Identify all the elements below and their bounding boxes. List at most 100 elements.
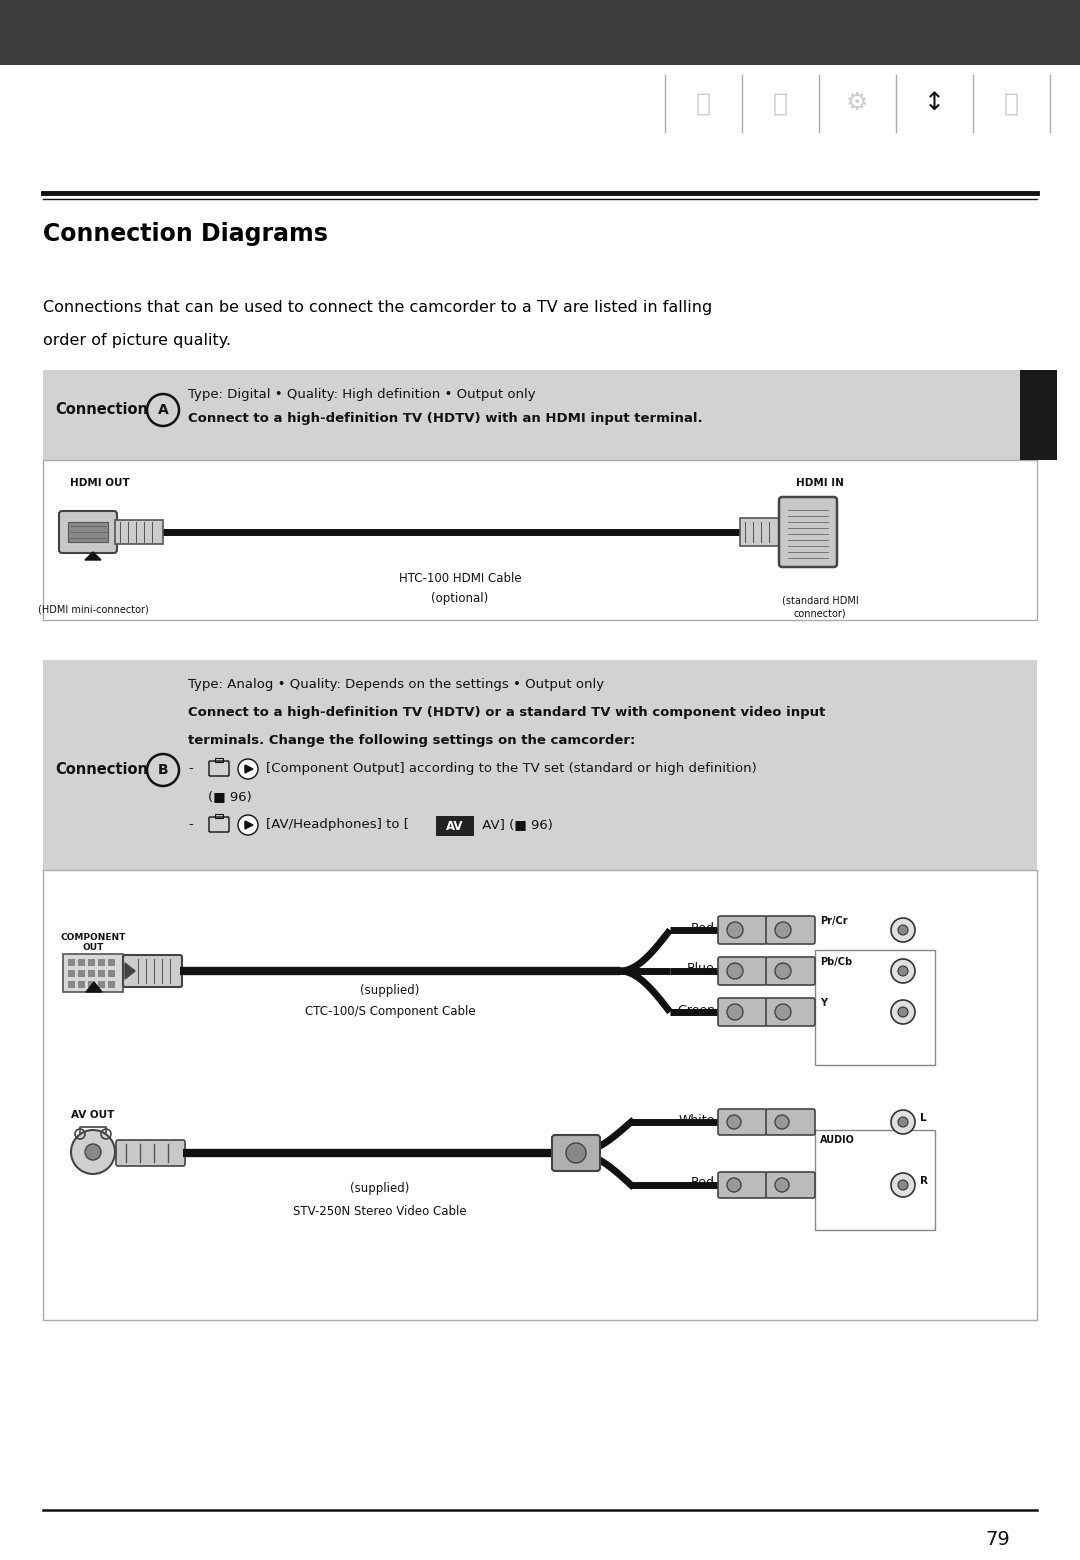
Circle shape — [897, 966, 908, 977]
Text: order of picture quality.: order of picture quality. — [43, 332, 231, 348]
Bar — [78, 981, 85, 987]
Bar — [87, 959, 95, 966]
Circle shape — [891, 959, 915, 983]
Bar — [1020, 370, 1057, 460]
Bar — [215, 814, 222, 817]
Text: AUDIO: AUDIO — [820, 1136, 855, 1145]
FancyBboxPatch shape — [779, 498, 837, 566]
Circle shape — [566, 1143, 586, 1164]
Text: AV: AV — [446, 819, 463, 833]
Bar — [78, 970, 85, 977]
Text: -: - — [188, 761, 192, 775]
Text: R: R — [920, 1176, 928, 1186]
Bar — [87, 970, 95, 977]
FancyBboxPatch shape — [766, 998, 815, 1026]
Text: STV-250N Stereo Video Cable: STV-250N Stereo Video Cable — [293, 1204, 467, 1218]
Text: Connection Diagrams: Connection Diagrams — [43, 222, 328, 246]
Bar — [98, 981, 105, 987]
Text: Green: Green — [677, 1003, 715, 1017]
Text: Red: Red — [691, 1176, 715, 1189]
Circle shape — [727, 1178, 741, 1192]
Bar — [43, 870, 1037, 1320]
FancyBboxPatch shape — [116, 1140, 185, 1165]
FancyBboxPatch shape — [766, 1109, 815, 1136]
Text: (supplied): (supplied) — [361, 984, 420, 997]
Bar — [108, 959, 114, 966]
FancyBboxPatch shape — [766, 1172, 815, 1198]
Text: ↕: ↕ — [923, 92, 945, 115]
FancyBboxPatch shape — [123, 955, 183, 987]
Text: Blue: Blue — [687, 963, 715, 975]
Bar — [87, 981, 95, 987]
Polygon shape — [86, 981, 102, 992]
Bar — [215, 758, 222, 761]
Circle shape — [775, 1005, 791, 1020]
FancyBboxPatch shape — [718, 1172, 767, 1198]
Bar — [0, 0, 1080, 66]
Text: Connect to a high-definition TV (HDTV) or a standard TV with component video inp: Connect to a high-definition TV (HDTV) o… — [188, 707, 825, 719]
Text: Connection: Connection — [55, 763, 148, 777]
Text: Pb/Cb: Pb/Cb — [820, 956, 852, 967]
FancyBboxPatch shape — [718, 956, 767, 984]
Text: A: A — [158, 402, 168, 417]
Circle shape — [775, 1178, 789, 1192]
Text: Connections that can be used to connect the camcorder to a TV are listed in fall: Connections that can be used to connect … — [43, 300, 712, 315]
Text: 📷: 📷 — [772, 92, 787, 115]
Bar — [436, 816, 474, 836]
Circle shape — [85, 1143, 102, 1161]
Polygon shape — [245, 821, 253, 828]
Circle shape — [727, 922, 743, 938]
Circle shape — [775, 922, 791, 938]
Bar — [815, 1129, 935, 1229]
Text: Y: Y — [820, 998, 827, 1008]
Text: (optional): (optional) — [431, 591, 488, 605]
Circle shape — [891, 1111, 915, 1134]
Text: Type: Analog • Quality: Depends on the settings • Output only: Type: Analog • Quality: Depends on the s… — [188, 679, 604, 691]
Text: [AV/Headphones] to [: [AV/Headphones] to [ — [266, 817, 414, 831]
Bar — [108, 970, 114, 977]
FancyBboxPatch shape — [766, 916, 815, 944]
Text: HDMI OUT: HDMI OUT — [70, 477, 130, 488]
Bar — [68, 981, 75, 987]
Text: 📦: 📦 — [696, 92, 711, 115]
Text: Connection: Connection — [55, 402, 148, 418]
Text: OUT: OUT — [82, 942, 104, 952]
FancyBboxPatch shape — [766, 956, 815, 984]
Bar — [98, 970, 105, 977]
Text: (standard HDMI
connector): (standard HDMI connector) — [782, 596, 859, 618]
Bar — [98, 959, 105, 966]
Circle shape — [775, 1115, 789, 1129]
Text: (■ 96): (■ 96) — [208, 789, 252, 803]
Circle shape — [891, 917, 915, 942]
Text: (HDMI mini-connector): (HDMI mini-connector) — [38, 605, 148, 615]
Bar — [68, 970, 75, 977]
Bar — [68, 959, 75, 966]
Circle shape — [727, 1005, 743, 1020]
Bar — [78, 959, 85, 966]
Bar — [43, 460, 1037, 619]
Text: ⚙: ⚙ — [846, 92, 868, 115]
Circle shape — [897, 1008, 908, 1017]
Circle shape — [897, 1179, 908, 1190]
Circle shape — [238, 814, 258, 835]
Circle shape — [775, 963, 791, 980]
FancyBboxPatch shape — [114, 519, 163, 544]
Text: AV OUT: AV OUT — [71, 1111, 114, 1120]
Circle shape — [238, 760, 258, 778]
Text: Pr/Cr: Pr/Cr — [820, 916, 848, 927]
FancyBboxPatch shape — [552, 1136, 600, 1172]
Text: AV] (■ 96): AV] (■ 96) — [478, 817, 553, 831]
Text: (supplied): (supplied) — [350, 1182, 409, 1195]
Bar — [43, 370, 1037, 460]
Circle shape — [897, 925, 908, 934]
Text: B: B — [158, 763, 168, 777]
Text: White: White — [678, 1114, 715, 1126]
Polygon shape — [85, 552, 102, 560]
Text: 79: 79 — [985, 1530, 1010, 1549]
FancyBboxPatch shape — [740, 518, 780, 546]
Circle shape — [891, 1173, 915, 1197]
Bar — [63, 955, 123, 992]
Text: CTC-100/S Component Cable: CTC-100/S Component Cable — [305, 1005, 475, 1019]
FancyBboxPatch shape — [718, 1109, 767, 1136]
Text: L: L — [920, 1112, 927, 1123]
